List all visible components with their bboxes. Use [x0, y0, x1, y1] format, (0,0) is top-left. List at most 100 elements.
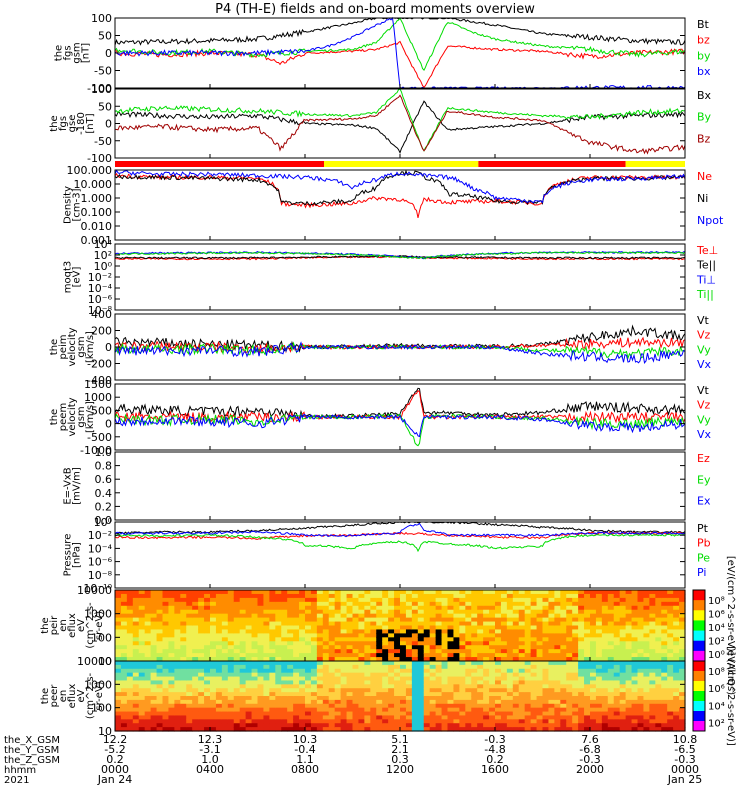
y-axis-label-line: en [58, 619, 69, 632]
spectrogram-cell [144, 699, 152, 705]
spectrogram-cell [198, 613, 205, 619]
spectrogram-cell [233, 637, 241, 642]
spectrogram-cell [364, 617, 371, 623]
spectrogram-cell [263, 649, 270, 654]
spectrogram-cell [287, 680, 294, 685]
spectrogram-cell [144, 593, 152, 599]
spectrogram-cell [477, 629, 484, 634]
panel-density: NeNiNpot100.00010.0001.0000.1000.0100.00… [63, 164, 724, 247]
spectrogram-cell [637, 676, 645, 682]
spectrogram-cell [233, 664, 241, 670]
spectrogram-cell [287, 676, 294, 682]
spectrogram-cell [293, 597, 300, 603]
spectrogram-cell [328, 668, 336, 674]
spectrogram-cell [637, 661, 645, 666]
spectrogram-cell [447, 629, 455, 634]
spectrogram-cell [299, 609, 306, 615]
spectrogram-cell [536, 653, 544, 658]
spectrogram-cell [447, 668, 455, 674]
spectrogram-cell [186, 688, 193, 693]
spectrogram-cell [417, 597, 425, 603]
spectrogram-cell [352, 688, 360, 693]
spectrogram-cell [233, 723, 241, 728]
series-line-Te [114, 255, 686, 261]
spectrogram-cell [370, 629, 377, 634]
spectrogram-cell [489, 711, 496, 717]
spectrogram-cell [334, 637, 342, 642]
spectrogram-cell [613, 629, 621, 634]
spectrogram-cell [251, 719, 259, 724]
spectrogram-cell [554, 711, 561, 717]
spectrogram-cell [400, 597, 407, 603]
spectrogram-cell [358, 723, 365, 728]
spectrogram-cell [215, 699, 223, 705]
spectrogram-cell [210, 641, 217, 646]
spectrogram-cell [542, 597, 550, 603]
spectrogram-cell [126, 609, 134, 615]
spectrogram-cell [477, 719, 484, 724]
spectrogram-cell [572, 621, 579, 627]
spectrogram-cell [566, 641, 573, 646]
spectrogram-cell [198, 664, 205, 670]
spectrogram-cell [619, 613, 627, 619]
spectrogram-cell [405, 727, 413, 732]
spectrogram-cell [198, 590, 205, 595]
spectrogram-cell [459, 688, 466, 693]
spectrogram-cell [358, 637, 365, 642]
y-axis-label-line: (cm^2-s- [85, 602, 96, 649]
y-tick-label: 10² [94, 249, 112, 262]
spectrogram-cell [560, 692, 567, 697]
y-tick-label: 50 [98, 100, 112, 113]
spectrogram-cell [233, 727, 241, 732]
spectrogram-cell [595, 707, 603, 713]
spectrogram-cell [637, 633, 645, 638]
spectrogram-cell [310, 727, 318, 732]
spectrogram-cell [619, 696, 627, 701]
spectrogram-cell [643, 727, 650, 732]
spectrogram-cell [263, 711, 270, 717]
spectrogram-cell [180, 601, 187, 607]
spectrogram-cell [679, 668, 686, 674]
spectrogram-cell [673, 707, 680, 713]
spectrogram-cell [578, 688, 585, 693]
y-axis-label-line: [cm-3] [72, 188, 83, 221]
spectrogram-cell [572, 692, 579, 697]
spectrogram-cell [411, 657, 419, 662]
spectrogram-cell [305, 680, 312, 685]
spectrogram-cell [441, 688, 449, 693]
colorbar-tick-label: 10² [708, 637, 725, 648]
spectrogram-cell [115, 629, 122, 634]
spectrogram-cell [376, 657, 383, 662]
spectrogram-cell [477, 613, 484, 619]
spectrogram-cell [364, 657, 371, 662]
spectrogram-cell [661, 649, 668, 654]
spectrogram-cell [299, 707, 306, 713]
spectrogram-cell [328, 637, 336, 642]
spectrogram-cell [180, 625, 187, 631]
spectrogram-cell [287, 699, 294, 705]
spectrogram-cell [364, 688, 371, 693]
spectrogram-cell [162, 711, 170, 717]
spectrogram-cell [542, 664, 550, 670]
spectrogram-cell [168, 601, 175, 607]
spectrogram-cell [453, 609, 460, 615]
spectrogram-cell [625, 688, 633, 693]
spectrogram-cell [257, 633, 265, 638]
spectrogram-cell [655, 715, 662, 720]
spectrogram-cell [198, 696, 205, 701]
spectrogram-cell [364, 672, 371, 678]
spectrogram-cell [305, 593, 312, 599]
spectrogram-cell [376, 668, 383, 674]
spectrogram-cell [453, 711, 460, 717]
spectrogram-cell [441, 605, 449, 611]
y-tick-label: -400 [87, 374, 112, 387]
spectrogram-cell [512, 637, 520, 642]
spectrogram-cell [174, 692, 181, 697]
spectrogram-cell [269, 711, 276, 717]
spectrogram-cell [447, 633, 455, 638]
spectrogram-cell [210, 703, 217, 709]
spectrogram-cell [198, 676, 205, 682]
y-tick-label: 1000 [84, 678, 112, 691]
spectrogram-cell [536, 657, 544, 662]
spectrogram-cell [530, 629, 538, 634]
